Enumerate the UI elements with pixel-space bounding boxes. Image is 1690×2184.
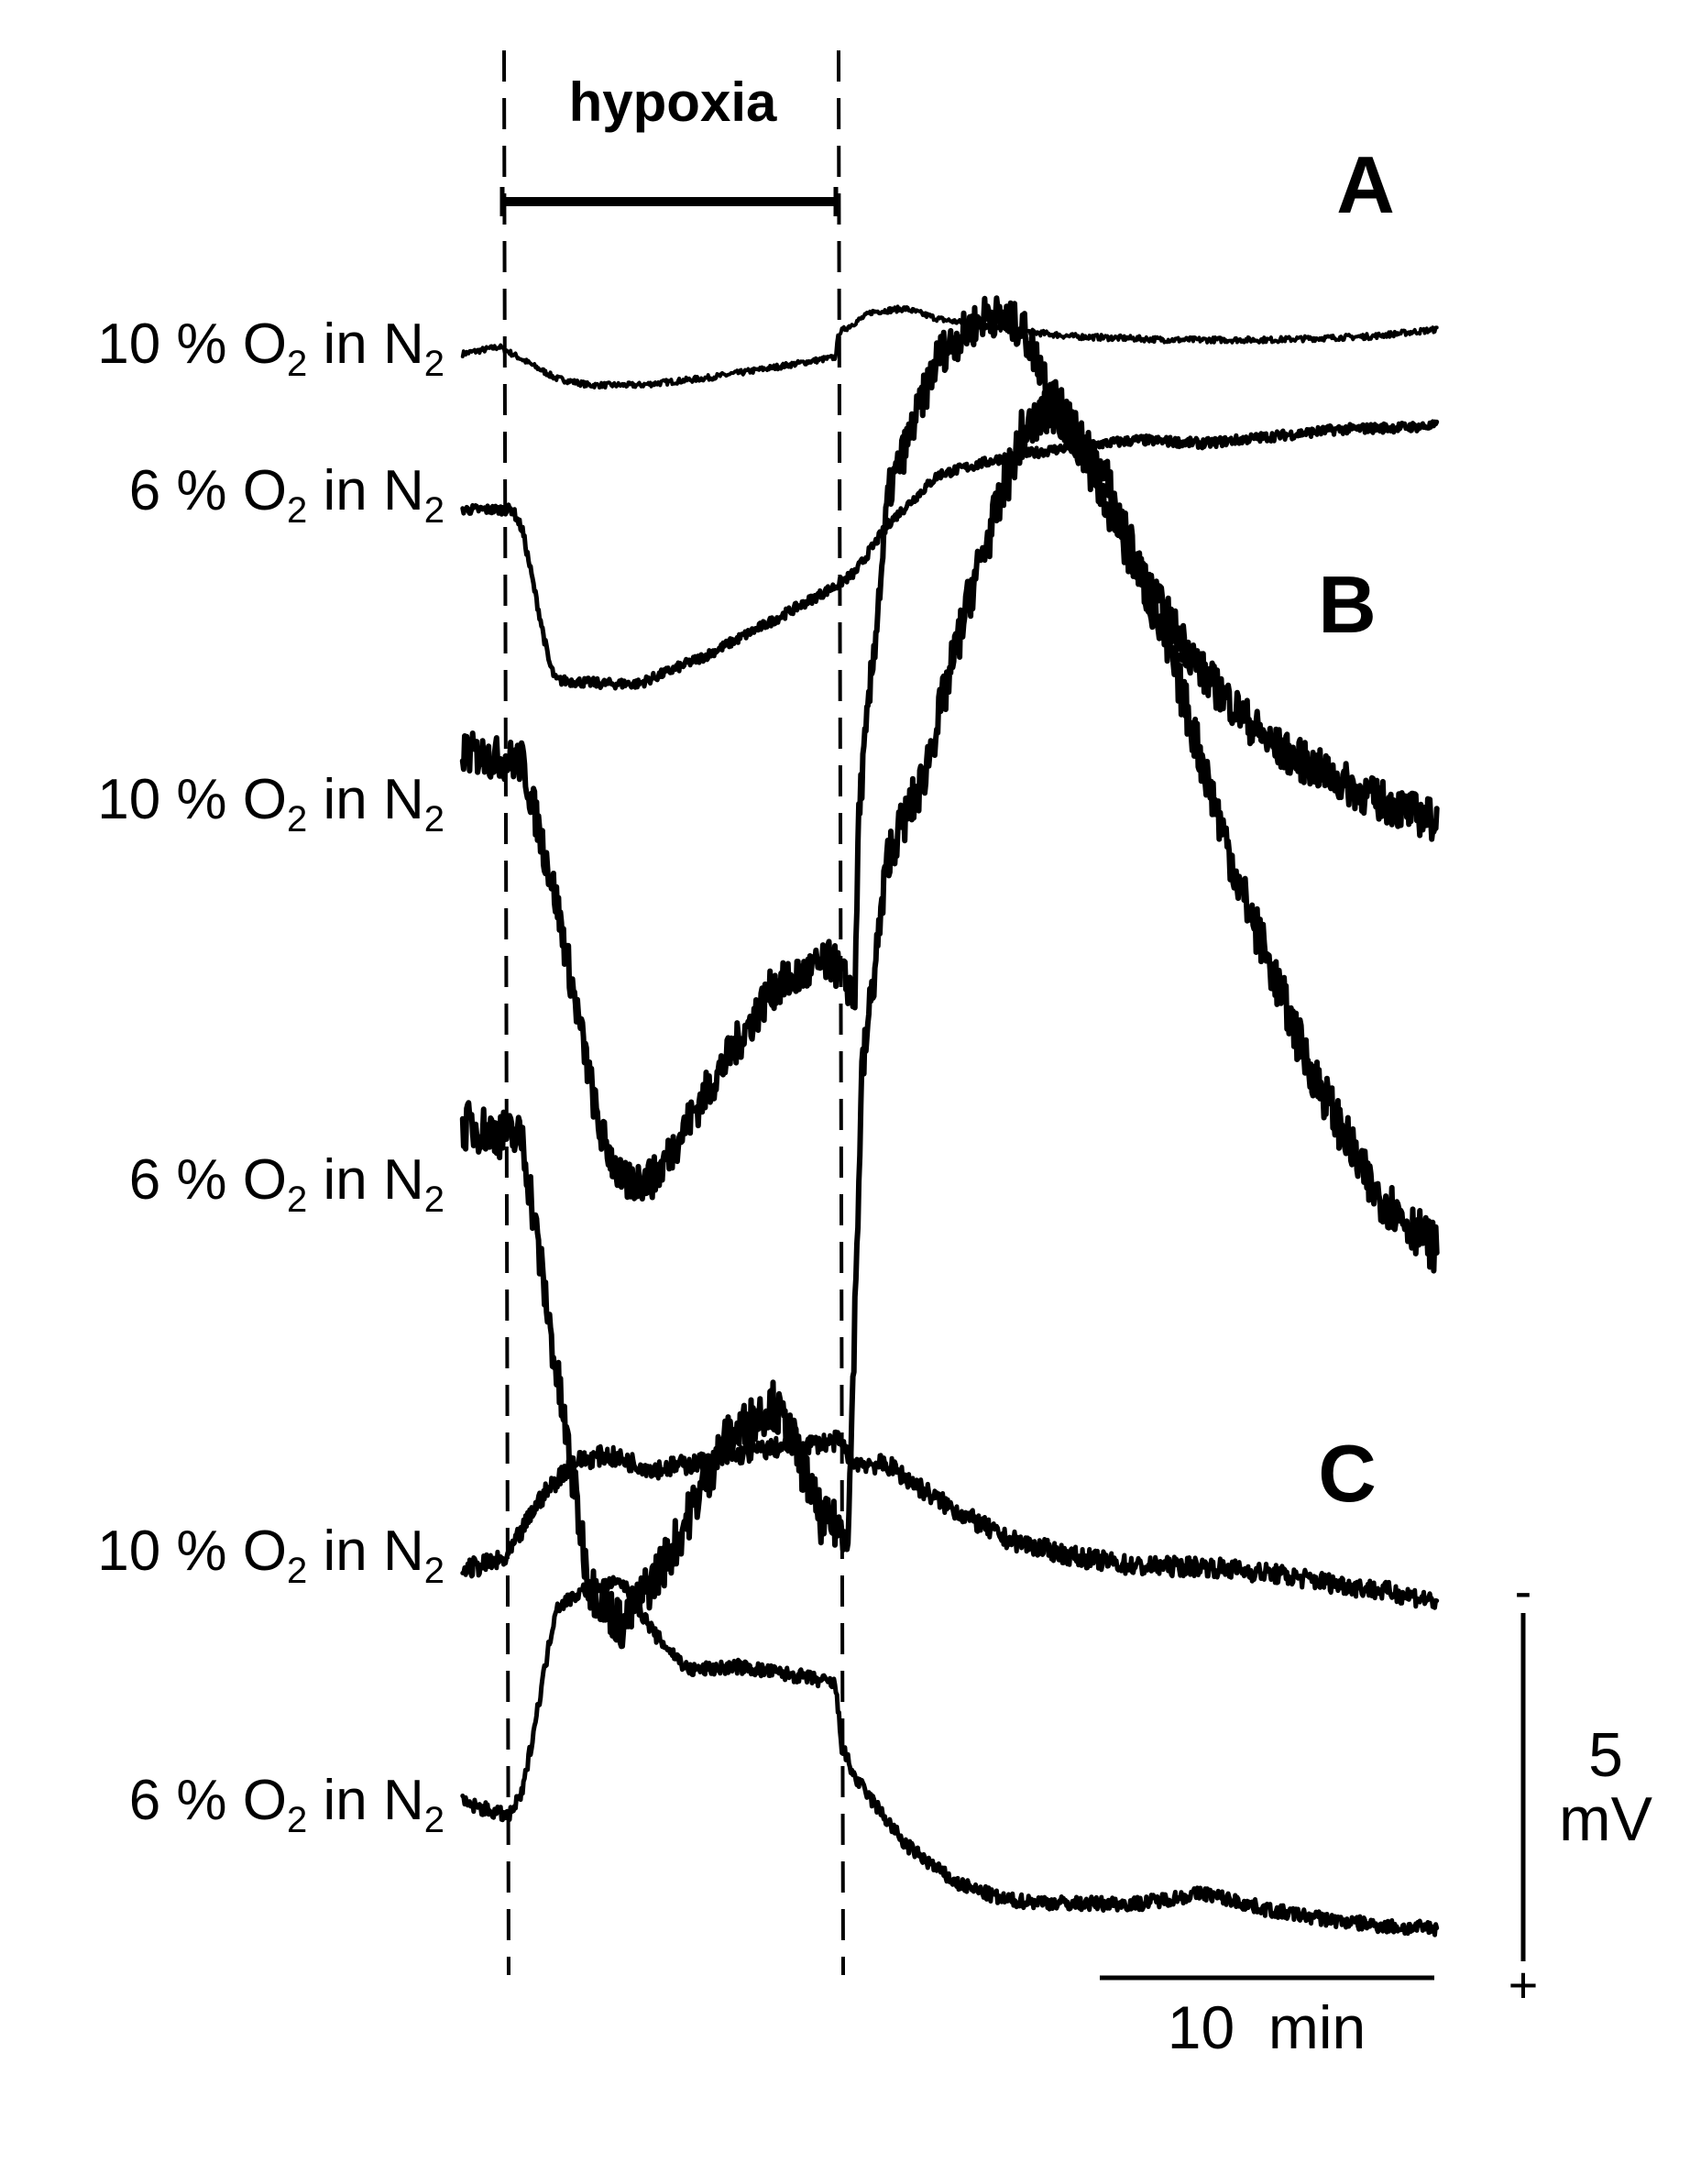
series-label: 6 % O2 in N2 — [129, 1769, 444, 1840]
series-label: 10 % O2 in N2 — [97, 1520, 444, 1591]
hypoxia-onset-marker — [502, 49, 510, 1976]
panel-label-a: A — [1336, 139, 1395, 230]
time-scale-label: 10 min — [1168, 1993, 1366, 2061]
trace-panel-b-6pct — [459, 390, 1440, 1650]
panel-label-c: C — [1318, 1428, 1377, 1519]
series-label-subscript: 2 — [287, 1551, 307, 1591]
series-label-subscript: 2 — [287, 344, 307, 384]
series-label-subscript: 2 — [287, 799, 307, 840]
series-label-subscript: 2 — [287, 490, 307, 531]
series-label-prefix: 6 % O — [129, 459, 287, 522]
series-label: 10 % O2 in N2 — [97, 313, 444, 384]
series-label-middle: in N — [307, 768, 423, 831]
series-label-subscript: 2 — [287, 1180, 307, 1220]
trace-panel-a-6pct — [460, 419, 1440, 691]
series-label-subscript: 2 — [424, 344, 444, 384]
series-label: 6 % O2 in N2 — [129, 1148, 444, 1220]
trace-panel-b-10pct — [459, 295, 1440, 1202]
series-label-middle: in N — [307, 1148, 423, 1212]
panel-b-traces — [459, 295, 1440, 1650]
series-label-subscript: 2 — [424, 1180, 444, 1220]
series-label-prefix: 6 % O — [129, 1769, 287, 1832]
series-label-prefix: 6 % O — [129, 1148, 287, 1212]
trace-panel-c-10pct — [460, 1429, 1440, 1610]
voltage-scale-bottom-sign: + — [1509, 1956, 1539, 2014]
panel-label-b: B — [1318, 559, 1377, 650]
series-label-middle: in N — [307, 1769, 423, 1832]
series-label-subscript: 2 — [287, 1800, 307, 1840]
series-label-middle: in N — [307, 313, 423, 376]
series-label-subscript: 2 — [424, 1551, 444, 1591]
hypoxia-label: hypoxia — [569, 71, 777, 133]
panel-c-traces — [460, 1429, 1440, 1937]
series-label-middle: in N — [307, 459, 423, 522]
series-label-subscript: 2 — [424, 1800, 444, 1840]
series-label-subscript: 2 — [424, 490, 444, 531]
trace-panel-c-6pct — [460, 1575, 1440, 1937]
voltage-scale-value: 5 — [1588, 1720, 1623, 1790]
series-label-prefix: 10 % O — [97, 313, 287, 376]
panel-a-traces — [460, 304, 1440, 691]
series-label-subscript: 2 — [424, 799, 444, 840]
voltage-scale-unit: mV — [1559, 1784, 1653, 1854]
series-label-middle: in N — [307, 1520, 423, 1583]
series-label-prefix: 10 % O — [97, 1520, 287, 1583]
series-label: 6 % O2 in N2 — [129, 459, 444, 531]
series-label: 10 % O2 in N2 — [97, 768, 444, 840]
hypoxia-offset-marker — [837, 49, 845, 1976]
trace-panel-a-10pct — [460, 304, 1439, 390]
series-label-prefix: 10 % O — [97, 768, 287, 831]
voltage-scale-top-sign: - — [1515, 1562, 1532, 1619]
